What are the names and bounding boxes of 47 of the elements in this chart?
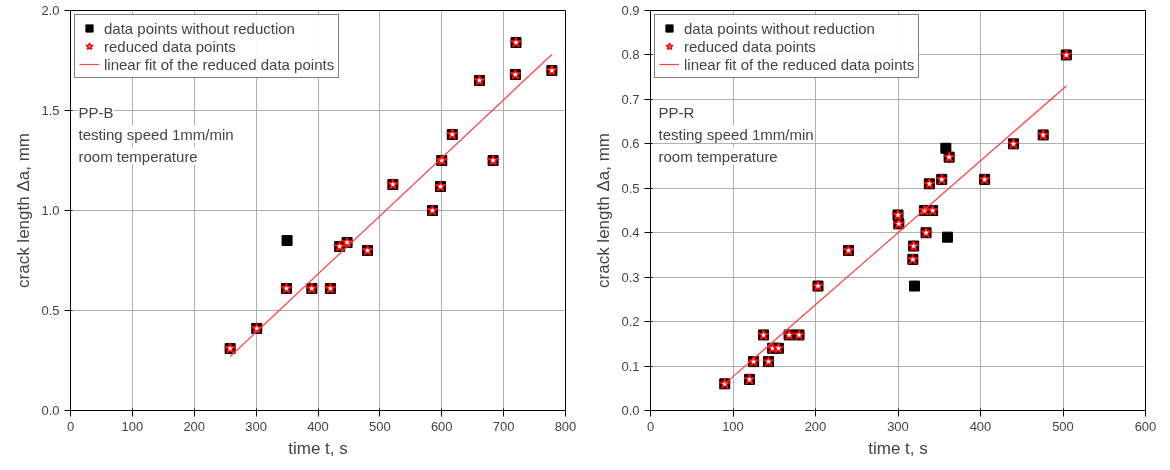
x-tick-label: 600 (430, 418, 453, 434)
x-tick-label: 400 (307, 418, 329, 434)
x-axis-title: time t, s (288, 438, 348, 458)
annotation: room temperature (78, 147, 198, 165)
y-tick-label: 0.0 (621, 403, 640, 418)
annotation: PP-R (658, 103, 695, 121)
x-tick-label: 300 (887, 418, 909, 434)
annotation: testing speed 1mm/min (78, 125, 234, 143)
y-tick-label: 0.0 (41, 403, 60, 418)
y-tick-label: 1.5 (41, 103, 60, 118)
y-tick-label: 0.5 (621, 180, 640, 196)
legend-label: reduced data points (104, 37, 236, 55)
x-tick-label: 0 (646, 418, 655, 434)
y-tick-label: 1.0 (41, 203, 60, 218)
x-tick-label: 500 (1052, 418, 1074, 434)
x-tick-label: 0 (66, 418, 75, 434)
legend-label: linear fit of the reduced data points (104, 55, 335, 73)
x-tick-label: 200 (183, 418, 206, 434)
y-tick-label: 0.6 (621, 136, 640, 152)
y-tick-label: 0.5 (41, 303, 60, 318)
x-tick-label: 800 (554, 418, 577, 434)
y-tick-label: 0.8 (621, 47, 640, 63)
x-tick-label: 100 (722, 418, 744, 434)
x-tick-label: 100 (121, 418, 144, 434)
y-tick-label: 2.0 (41, 3, 60, 18)
annotation: PP-B (78, 103, 114, 121)
x-axis-title: time t, s (868, 438, 928, 458)
y-axis-title: crack length Δa, mm (14, 133, 34, 288)
x-tick-label: 700 (492, 418, 515, 434)
annotation: testing speed 1mm/min (658, 125, 814, 143)
y-axis-title: crack length Δa, mm (594, 133, 614, 288)
y-tick-label: 0.3 (621, 269, 640, 285)
x-tick-label: 400 (969, 418, 992, 434)
x-tick-label: 600 (1134, 418, 1157, 434)
x-tick-label: 500 (369, 418, 391, 434)
annotation: room temperature (658, 147, 778, 165)
y-tick-label: 0.4 (621, 225, 640, 241)
legend-label: data points without reduction (684, 19, 875, 37)
y-tick-label: 0.1 (621, 358, 640, 374)
y-tick-label: 0.7 (621, 91, 640, 107)
x-tick-label: 200 (804, 418, 827, 434)
y-tick-label: 0.2 (621, 314, 640, 330)
legend-label: reduced data points (684, 37, 816, 55)
y-tick-label: 0.9 (621, 3, 640, 18)
legend-label: linear fit of the reduced data points (684, 55, 915, 73)
x-tick-label: 300 (245, 418, 267, 434)
legend-label: data points without reduction (104, 19, 295, 37)
